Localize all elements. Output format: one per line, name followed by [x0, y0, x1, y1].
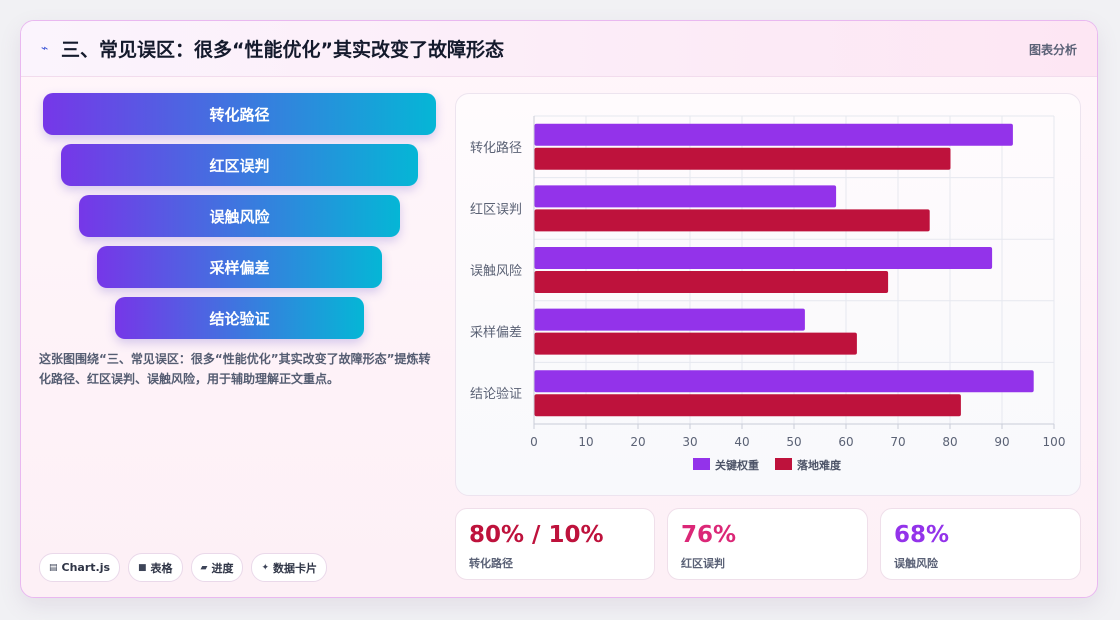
chart-description: 这张图围绕“三、常见误区：很多“性能优化”其实改变了故障形态”提炼转化路径、红区…	[39, 352, 431, 386]
funnel-step-1: 转化路径	[43, 93, 436, 135]
kpi-value: 76%	[681, 522, 737, 548]
wave-icon: ⌁	[41, 41, 49, 55]
legend-label: 关键权重	[715, 458, 759, 472]
y-tick-label: 采样偏差	[470, 326, 522, 341]
x-tick-label: 100	[1043, 435, 1066, 449]
y-tick-label: 误触风险	[470, 264, 522, 279]
bar-difficulty	[534, 394, 961, 417]
x-tick-label: 90	[994, 435, 1009, 449]
x-tick-label: 60	[838, 435, 853, 449]
bar-difficulty	[534, 147, 951, 170]
chart-icon: ▤	[49, 562, 58, 573]
x-tick-label: 10	[578, 435, 593, 449]
kpi-card-1: 80% / 10% 转化路径	[455, 508, 655, 580]
x-tick-label: 50	[786, 435, 801, 449]
legend-swatch	[693, 458, 710, 470]
legend-swatch	[775, 458, 792, 470]
y-tick-label: 结论验证	[470, 386, 522, 402]
bar-difficulty	[534, 271, 889, 293]
bar-key-weight	[534, 185, 837, 208]
progress-icon: ▰	[200, 562, 208, 573]
x-tick-label: 70	[890, 435, 905, 449]
chart-analysis-link[interactable]: 图表分析	[1028, 43, 1077, 57]
card-header: ⌁ 三、常见误区：很多“性能优化”其实改变了故障形态 图表分析	[21, 21, 1097, 77]
content-card: ⌁ 三、常见误区：很多“性能优化”其实改变了故障形态 图表分析 转化路径 红区误…	[20, 20, 1098, 598]
pill-label: 数据卡片	[273, 561, 318, 575]
pill-label: 进度	[211, 561, 234, 575]
bar-key-weight	[534, 123, 1013, 146]
kpi-card-3: 68% 误触风险	[880, 508, 1081, 580]
legend-label: 落地难度	[797, 458, 842, 472]
pill-chartjs[interactable]: ▤ Chart.js	[39, 553, 121, 582]
kpi-value: 68%	[894, 522, 950, 548]
x-tick-label: 20	[630, 435, 645, 449]
kpi-label: 转化路径	[469, 557, 513, 570]
bar-key-weight	[534, 308, 805, 331]
bar-key-weight	[534, 370, 1034, 393]
pill-label: 表格	[150, 561, 173, 575]
funnel-step-3: 误触风险	[79, 195, 400, 237]
kpi-value: 80% / 10%	[469, 522, 604, 548]
bar-difficulty	[534, 332, 857, 355]
feature-pills: ▤ Chart.js ■ 表格 ▰ 进度 ✦ 数据卡片	[39, 553, 328, 582]
kpi-label: 误触风险	[894, 557, 938, 570]
kpi-card-2: 76% 红区误判	[667, 508, 868, 580]
sparkle-icon: ✦	[261, 562, 270, 573]
chart-panel: 转化路径红区误判误触风险采样偏差结论验证 0 10 20 30 40 50 60 70 80 90 1…	[455, 93, 1081, 496]
x-tick-label: 0	[530, 435, 538, 449]
bar-key-weight	[534, 247, 993, 269]
funnel-step-2: 红区误判	[61, 144, 418, 186]
bar-difficulty	[534, 209, 930, 232]
pill-data-card[interactable]: ✦ 数据卡片	[251, 553, 328, 582]
kpi-label: 红区误判	[681, 557, 725, 570]
x-tick-label: 40	[734, 435, 749, 449]
funnel-step-5: 结论验证	[115, 297, 364, 339]
pill-table[interactable]: ■ 表格	[128, 553, 183, 582]
x-tick-label: 80	[942, 435, 957, 449]
y-tick-label: 转化路径	[470, 140, 522, 156]
page-title: 三、常见误区：很多“性能优化”其实改变了故障形态	[61, 39, 504, 61]
x-tick-label: 30	[682, 435, 697, 449]
funnel-step-4: 采样偏差	[97, 246, 382, 288]
table-icon: ■	[138, 562, 147, 573]
y-tick-label: 红区误判	[470, 201, 522, 217]
pill-progress[interactable]: ▰ 进度	[190, 553, 244, 582]
pill-label: Chart.js	[61, 561, 111, 574]
